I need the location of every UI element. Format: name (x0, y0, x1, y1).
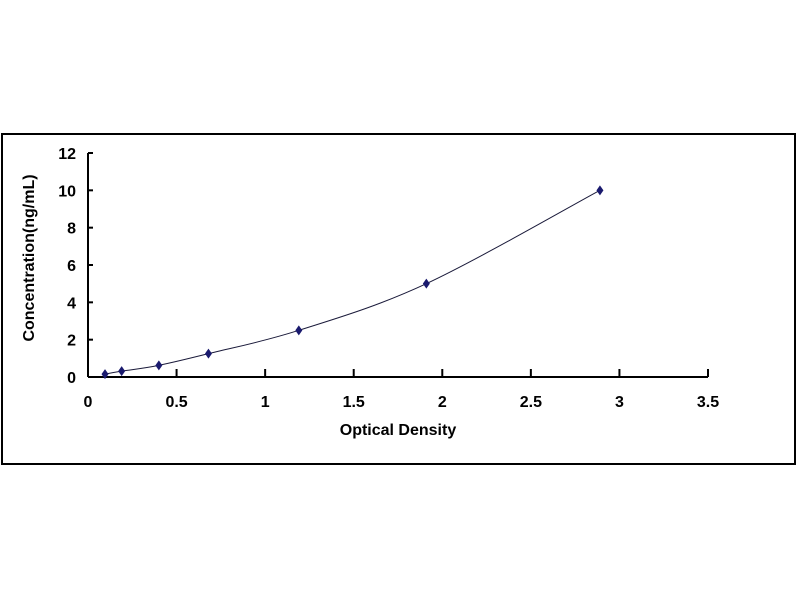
y-tick-label: 12 (58, 146, 76, 163)
x-tick-label: 1 (261, 394, 270, 411)
y-tick-label: 0 (67, 370, 76, 387)
data-point (101, 369, 109, 380)
y-tick-label: 2 (67, 333, 76, 350)
x-axis-label: Optical Density (340, 422, 457, 439)
y-axis-label: Concentration(ng/mL) (21, 174, 38, 341)
x-tick-label: 1.5 (343, 394, 365, 411)
fit-curve (104, 189, 601, 375)
y-tick-label: 6 (67, 258, 76, 275)
chart-frame (1, 133, 796, 465)
x-tick-label: 0.5 (165, 394, 187, 411)
data-point (422, 278, 430, 289)
data-point (295, 325, 303, 336)
data-point (118, 366, 126, 377)
x-tick-label: 3 (615, 394, 624, 411)
x-tick-label: 0 (84, 394, 93, 411)
data-point (596, 185, 604, 196)
data-point (155, 360, 163, 371)
x-tick-label: 2 (438, 394, 447, 411)
data-point (204, 348, 212, 359)
x-tick-label: 2.5 (520, 394, 542, 411)
y-tick-label: 10 (58, 183, 76, 200)
y-tick-label: 4 (67, 295, 76, 312)
x-tick-label: 3.5 (697, 394, 719, 411)
y-tick-label: 8 (67, 221, 76, 238)
